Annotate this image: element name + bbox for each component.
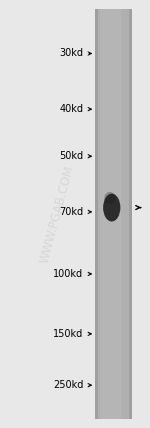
Ellipse shape — [103, 193, 120, 222]
Bar — [94, 9, 98, 419]
Text: 40kd: 40kd — [59, 104, 83, 114]
Text: 50kd: 50kd — [59, 151, 83, 161]
Bar — [100, 9, 121, 419]
Text: WWW.PGAB.COM: WWW.PGAB.COM — [38, 163, 76, 265]
Bar — [129, 9, 132, 419]
Bar — [94, 9, 132, 419]
Text: 100kd: 100kd — [53, 269, 83, 279]
Ellipse shape — [104, 192, 116, 205]
Text: 70kd: 70kd — [59, 207, 83, 217]
Text: 30kd: 30kd — [59, 48, 83, 59]
Text: 250kd: 250kd — [53, 380, 83, 390]
Text: 150kd: 150kd — [53, 329, 83, 339]
